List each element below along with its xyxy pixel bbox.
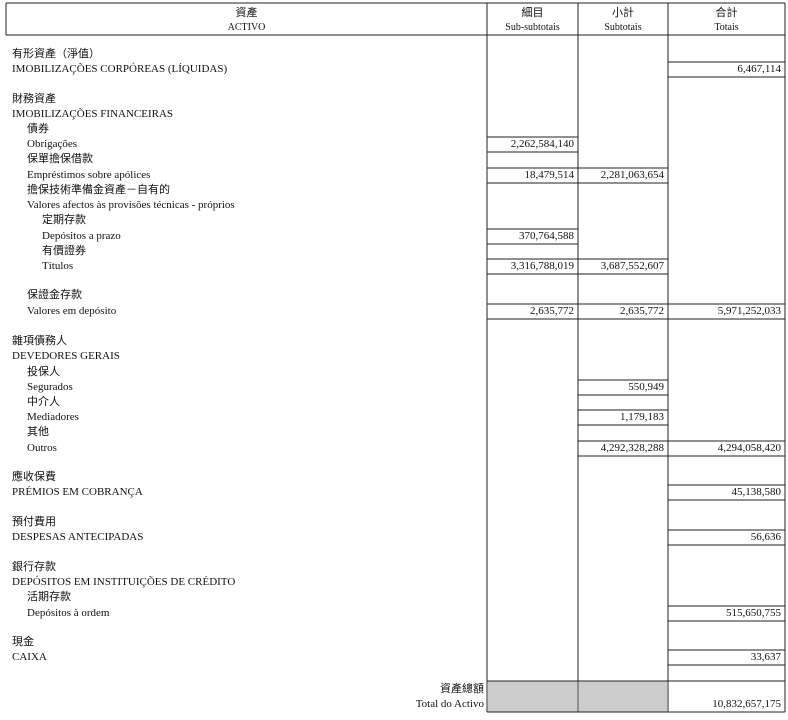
row-label: Empréstimos sobre apólices [27,169,150,181]
row-label: IMOBILIZAÇÕES FINANCEIRAS [12,108,173,120]
row-label: DEVEDORES GERAIS [12,350,120,362]
row-label: Títulos [42,260,73,272]
row-label: 預付費用 [12,514,56,528]
row-label: 保單擔保借款 [27,151,93,165]
amount: 515,650,755 [726,607,782,619]
column-header: ACTIVO [228,22,266,33]
amount: 2,281,063,654 [601,169,665,181]
amount: 4,292,328,288 [601,442,665,454]
row-label: CAIXA [12,651,47,663]
amount: 4,294,058,420 [718,442,782,454]
column-header: 小計 [612,5,634,19]
row-label: IMOBILIZAÇÕES CORPÓREAS (LÍQUIDAS) [12,63,227,75]
row-label: Valores em depósito [27,305,117,317]
amount: 45,138,580 [732,486,782,498]
amount: 2,635,772 [620,305,664,317]
row-label: 債券 [27,121,49,135]
row-label: Obrigações [27,138,77,150]
amount: 3,687,552,607 [601,260,665,272]
column-header: 細目 [522,6,544,19]
amount: 1,179,183 [620,411,665,423]
row-label: DEPÓSITOS EM INSTITUIÇÕES DE CRÉDITO [12,576,235,588]
amount: 3,316,788,019 [511,260,575,272]
row-label: 其他 [27,425,49,438]
row-label: 雜項債務人 [12,333,67,347]
row-label: 擔保技術準備金資產－自有的 [27,182,170,196]
row-label: Depósitos a prazo [42,230,121,242]
column-header: 資產 [236,5,258,19]
shaded-cell [488,681,577,712]
total-label: 資產總額 [440,681,484,695]
column-header: Subtotais [604,22,641,33]
column-header: Sub-subtotais [505,22,560,33]
row-label: DESPESAS ANTECIPADAS [12,531,143,543]
row-label: 有形資產（淨值） [12,46,100,60]
row-label: 銀行存款 [12,559,56,573]
row-label: Outros [27,442,57,454]
row-label: 投保人 [27,364,60,378]
column-header: 合計 [716,5,738,19]
row-label: 應收保費 [12,469,56,483]
amount: 370,764,588 [519,230,575,242]
row-label: Depósitos à ordem [27,607,110,619]
row-label: Segurados [27,381,73,393]
row-label: Mediadores [27,411,79,423]
row-label: 保證金存款 [27,287,82,301]
row-label: 有價證券 [42,243,86,257]
amount: 18,479,514 [525,169,575,181]
row-label: 財務資產 [12,91,56,105]
row-label: PRÉMIOS EM COBRANÇA [12,486,143,498]
shaded-cell [579,681,667,712]
row-label: 現金 [12,634,34,648]
row-label: Valores afectos às provisões técnicas - … [27,199,235,211]
row-label: 活期存款 [27,589,71,603]
column-header: Totais [714,22,738,33]
amount: 5,971,252,033 [718,305,782,317]
row-label: 中介人 [27,395,60,408]
amount: 2,262,584,140 [511,138,575,150]
amount: 550,949 [628,381,664,393]
row-label: 定期存款 [42,212,86,226]
amount: 6,467,114 [737,63,781,75]
amount: 33,637 [751,651,782,663]
amount: 56,636 [751,531,782,543]
amount: 10,832,657,175 [712,698,781,710]
amount: 2,635,772 [530,305,574,317]
total-label: Total do Activo [416,698,485,710]
